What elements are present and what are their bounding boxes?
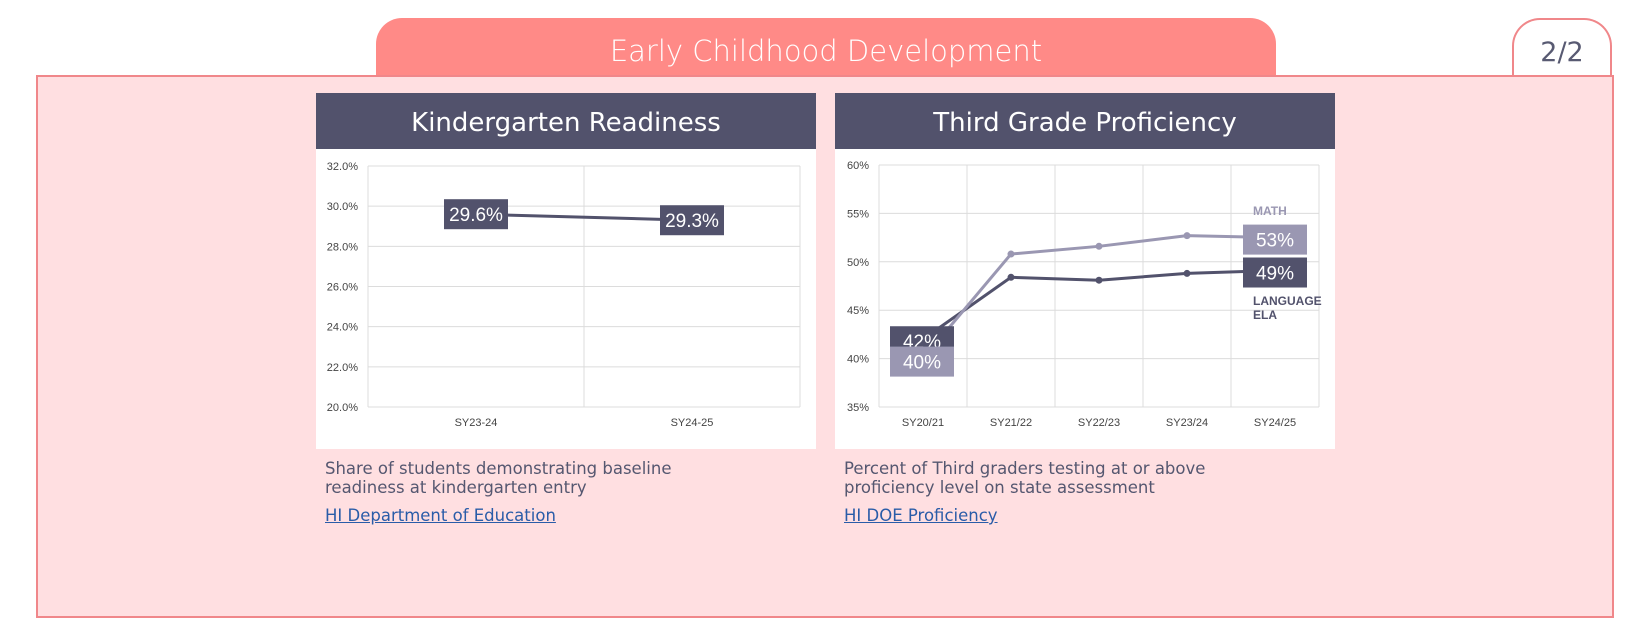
math-line	[921, 234, 1276, 360]
math-point	[1183, 232, 1191, 240]
source-link[interactable]: HI DOE Proficiency	[844, 506, 998, 525]
card-title: Kindergarten Readiness	[316, 93, 816, 149]
ela-legend-label: ELA	[1253, 308, 1277, 322]
y-tick-label: 24.0%	[327, 322, 358, 334]
third-grade-proficiency-chart: 35% 40% 45% 50% 55% 60% SY20/21 SY21/22 SY22/23 S…	[847, 160, 1322, 429]
math-legend-label: MATH	[1253, 204, 1287, 218]
card-title: Third Grade Proficiency	[835, 93, 1335, 149]
y-tick-label: 20.0%	[327, 402, 358, 414]
math-start-label-box	[890, 346, 954, 377]
ela-end-label: 49%	[1256, 264, 1294, 285]
x-tick-label: SY20/21	[902, 417, 944, 429]
data-label-box	[444, 199, 508, 230]
ela-end-label-box	[1243, 257, 1307, 288]
x-tick-label: SY21/22	[990, 417, 1032, 429]
ela-point	[1007, 273, 1015, 281]
y-tick-label: 50%	[847, 257, 869, 269]
y-tick-label: 45%	[847, 305, 869, 317]
data-label-box	[660, 205, 724, 236]
readiness-line	[475, 212, 693, 222]
x-tick-label: SY23/24	[1166, 417, 1208, 429]
data-label: 29.6%	[449, 205, 503, 226]
math-start-label: 40%	[903, 353, 941, 374]
y-tick-label: 60%	[847, 160, 869, 172]
y-tick-label: 26.0%	[327, 282, 358, 294]
kindergarten-readiness-chart: 20.0% 22.0% 24.0% 26.0% 28.0% 30.0% 32.0% SY23-…	[327, 161, 801, 429]
kindergarten-readiness-card: Kindergarten Readiness 20.0% 22.0% 24.0% 26…	[316, 93, 816, 449]
description-line: proficiency level on state assessment	[844, 478, 1155, 497]
ela-point	[1095, 276, 1103, 284]
third-grade-description: Percent of Third graders testing at or a…	[844, 459, 1344, 525]
y-tick-label: 55%	[847, 208, 869, 220]
math-end-label: 53%	[1256, 231, 1294, 252]
data-label: 29.3%	[665, 211, 719, 232]
source-link[interactable]: HI Department of Education	[325, 506, 556, 525]
y-tick-label: 30.0%	[327, 201, 358, 213]
page-indicator: 2/2	[1512, 18, 1612, 76]
content-panel	[36, 75, 1614, 618]
y-tick-label: 28.0%	[327, 241, 358, 253]
math-end-label-box	[1243, 224, 1307, 255]
math-point	[1095, 242, 1103, 250]
description-line: readiness at kindergarten entry	[325, 478, 587, 497]
ela-point	[1183, 269, 1191, 277]
y-tick-label: 22.0%	[327, 362, 358, 374]
section-title-tab: Early Childhood Development	[376, 18, 1276, 77]
x-tick-label: SY24/25	[1254, 417, 1296, 429]
x-tick-label: SY22/23	[1078, 417, 1120, 429]
y-tick-label: 32.0%	[327, 161, 358, 173]
third-grade-proficiency-card: Third Grade Proficiency 35% 40% 45% 50% 55% 6…	[835, 93, 1335, 449]
ela-legend-label: LANGUAGE	[1253, 294, 1322, 308]
x-tick-label: SY23-24	[455, 417, 498, 429]
description-line: Share of students demonstrating baseline	[325, 459, 672, 478]
y-tick-label: 35%	[847, 402, 869, 414]
section-title: Early Childhood Development	[609, 34, 1043, 68]
math-point	[1007, 250, 1015, 258]
x-tick-label: SY24-25	[671, 417, 714, 429]
kindergarten-description: Share of students demonstrating baseline…	[325, 459, 825, 525]
y-tick-label: 40%	[847, 354, 869, 366]
description-line: Percent of Third graders testing at or a…	[844, 459, 1206, 478]
